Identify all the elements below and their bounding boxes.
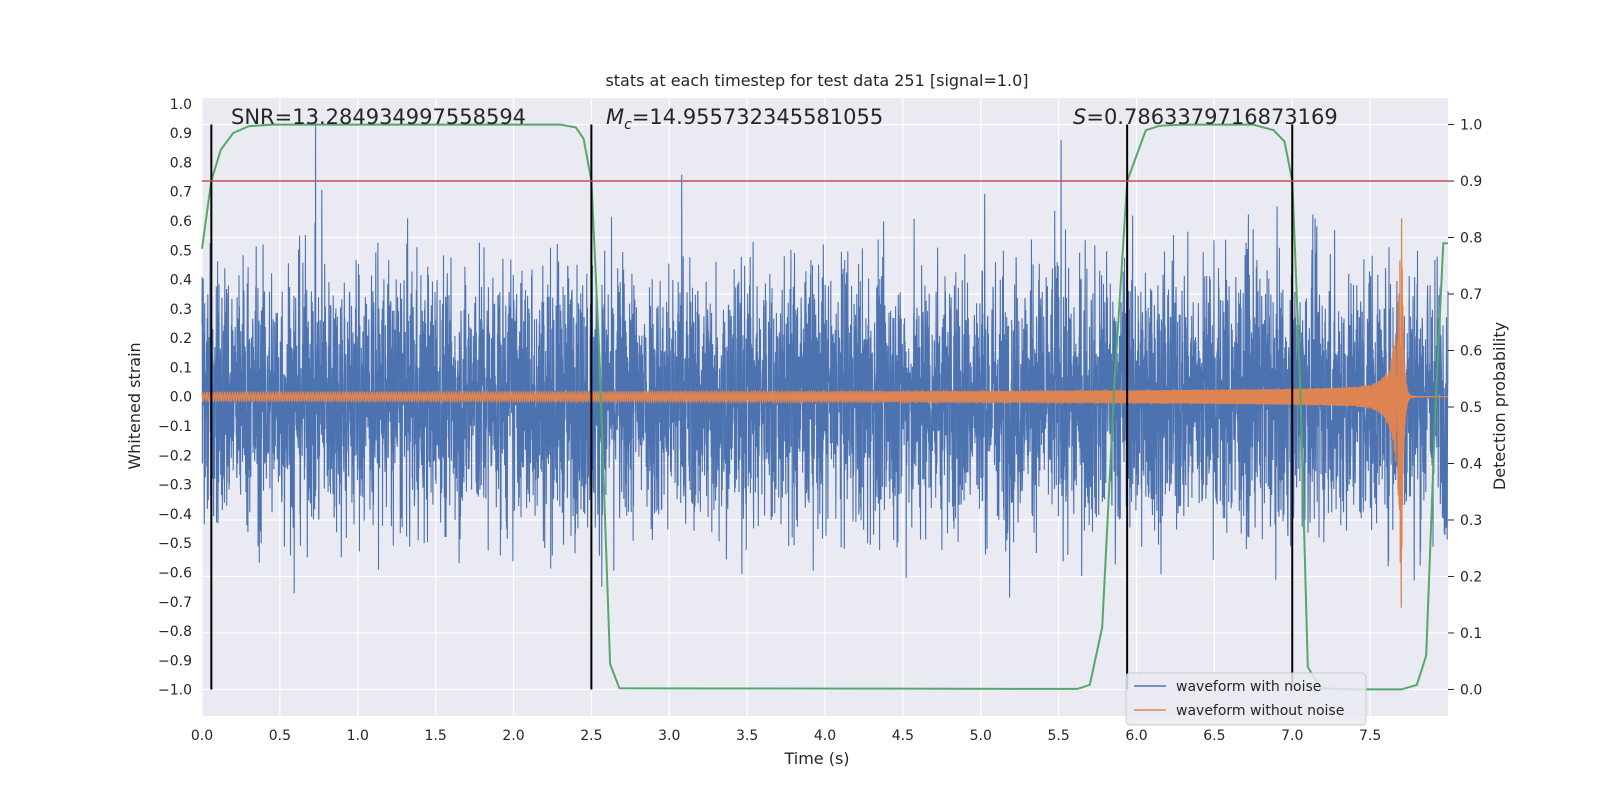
series-waveform-with-noise — [201, 112, 1449, 598]
legend-entry-clean: waveform without noise — [1176, 703, 1344, 719]
x-tick-label: 1.0 — [347, 728, 369, 744]
y2-tick-label: 0.3 — [1460, 513, 1482, 529]
y-tick-label: −0.5 — [158, 536, 192, 552]
y-tick-label: 0.2 — [170, 331, 192, 347]
y2-tick-label: 0.8 — [1460, 231, 1482, 247]
y-tick-label: 0.7 — [170, 185, 192, 201]
s-annotation: S=0.7863379716873169 — [1073, 105, 1338, 129]
y2-axis-label: Detection probability — [1490, 322, 1509, 490]
y2-tick-label: 0.5 — [1460, 400, 1482, 416]
y-tick-label: −0.2 — [158, 448, 192, 464]
chirp-mass-symbol: M — [606, 105, 624, 129]
y-tick-label: 0.8 — [170, 155, 192, 171]
y-axis-ticks: 1.0 0.9 0.8 0.7 0.6 0.5 0.4 0.3 0.2 0.1 0.0 −0.1 −0.… — [158, 97, 192, 699]
y-tick-label: 1.0 — [170, 97, 192, 113]
y2-tick-label: 0.6 — [1460, 344, 1482, 360]
y-tick-label: −0.9 — [158, 653, 192, 669]
snr-annotation: SNR=13.284934997558594 — [231, 105, 526, 129]
x-tick-label: 4.0 — [814, 728, 836, 744]
clean-waveform-path — [201, 218, 1448, 608]
legend-entry-noise: waveform with noise — [1176, 679, 1321, 695]
x-tick-label: 3.0 — [658, 728, 680, 744]
y2-tick-label: 0.2 — [1460, 569, 1482, 585]
s-value: =0.7863379716873169 — [1086, 105, 1337, 129]
x-tick-label: 5.0 — [970, 728, 992, 744]
x-axis-ticks: 0.0 0.5 1.0 1.5 2.0 2.5 3.0 3.5 4.0 4.5 5.0 5.5 6.0 6… — [191, 728, 1381, 744]
y2-tick-label: 0.4 — [1460, 456, 1482, 472]
chirp-mass-value: =14.955732345581055 — [632, 105, 883, 129]
x-tick-label: 5.5 — [1047, 728, 1069, 744]
probability-path — [201, 123, 1448, 691]
y-tick-label: 0.4 — [170, 273, 192, 289]
legend: waveform with noise waveform without noi… — [1125, 672, 1367, 726]
s-symbol: S — [1073, 105, 1086, 129]
x-tick-label: 0.0 — [191, 728, 213, 744]
chirp-mass-subscript: c — [624, 117, 632, 133]
y2-axis-ticks: 1.0 0.9 0.8 0.7 0.6 0.5 0.4 0.3 0.2 0.1 0.0 — [1448, 118, 1482, 698]
x-tick-label: 0.5 — [269, 728, 291, 744]
y-tick-label: 0.5 — [170, 243, 192, 259]
x-tick-label: 2.0 — [502, 728, 524, 744]
noisy-waveform-path — [201, 112, 1449, 598]
chirp-mass-annotation: Mc=14.955732345581055 — [606, 105, 883, 133]
y-tick-label: −0.6 — [158, 565, 192, 581]
y2-tick-label: 0.7 — [1460, 287, 1482, 303]
chart-title: stats at each timestep for test data 251… — [605, 71, 1028, 90]
series-detection-probability — [201, 123, 1448, 691]
y-tick-label: 0.6 — [170, 214, 192, 230]
y2-tick-label: 0.9 — [1460, 174, 1482, 190]
x-tick-label: 7.0 — [1281, 728, 1303, 744]
y2-tick-label: 0.1 — [1460, 626, 1482, 642]
x-tick-label: 1.5 — [424, 728, 446, 744]
y-tick-label: 0.9 — [170, 126, 192, 142]
y-tick-label: 0.0 — [170, 390, 192, 406]
y2-tick-label: 0.0 — [1460, 682, 1482, 698]
x-tick-label: 4.5 — [892, 728, 914, 744]
x-tick-label: 6.0 — [1125, 728, 1147, 744]
x-axis-label: Time (s) — [783, 749, 849, 768]
y-tick-label: −1.0 — [158, 683, 192, 699]
y-tick-label: 0.1 — [170, 360, 192, 376]
y-tick-label: −0.4 — [158, 507, 192, 523]
y-tick-label: −0.1 — [158, 419, 192, 435]
y-tick-label: −0.7 — [158, 595, 192, 611]
y-axis-label: Whitened strain — [125, 342, 144, 469]
y-tick-label: −0.3 — [158, 478, 192, 494]
x-tick-label: 7.5 — [1359, 728, 1381, 744]
y-tick-label: −0.8 — [158, 624, 192, 640]
y-tick-label: 0.3 — [170, 302, 192, 318]
x-tick-label: 6.5 — [1203, 728, 1225, 744]
vertical-markers — [210, 124, 1294, 690]
x-tick-label: 2.5 — [580, 728, 602, 744]
series-waveform-without-noise — [201, 218, 1448, 608]
x-tick-label: 3.5 — [736, 728, 758, 744]
y2-tick-label: 1.0 — [1460, 118, 1482, 134]
legend-box — [1125, 672, 1367, 726]
